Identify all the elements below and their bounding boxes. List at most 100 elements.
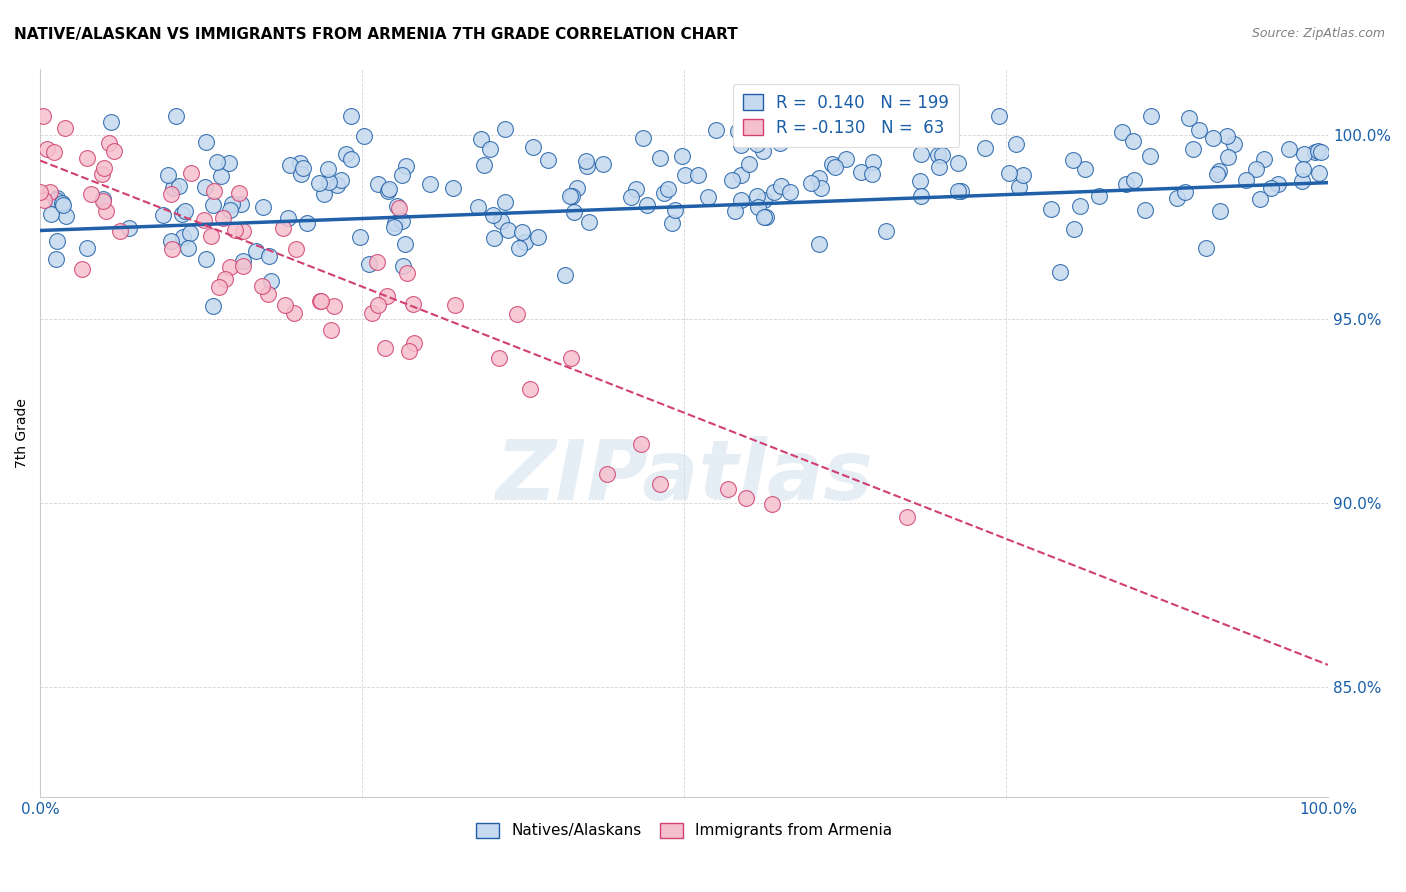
Point bbox=[214, 272, 236, 286]
Point bbox=[721, 173, 744, 187]
Point bbox=[1012, 169, 1035, 183]
Point bbox=[172, 207, 194, 221]
Point bbox=[156, 168, 179, 182]
Point bbox=[232, 224, 254, 238]
Point bbox=[349, 230, 371, 244]
Text: NATIVE/ALASKAN VS IMMIGRANTS FROM ARMENIA 7TH GRADE CORRELATION CHART: NATIVE/ALASKAN VS IMMIGRANTS FROM ARMENI… bbox=[14, 27, 738, 42]
Point bbox=[45, 252, 67, 266]
Point bbox=[973, 141, 995, 155]
Point bbox=[221, 196, 243, 211]
Point bbox=[824, 160, 846, 174]
Point bbox=[578, 215, 600, 229]
Point bbox=[90, 167, 112, 181]
Point bbox=[34, 193, 56, 207]
Point bbox=[910, 189, 932, 203]
Point bbox=[46, 191, 69, 205]
Point bbox=[93, 161, 115, 175]
Point bbox=[673, 168, 696, 182]
Point bbox=[378, 182, 401, 196]
Point bbox=[575, 153, 598, 168]
Point bbox=[1253, 152, 1275, 166]
Point bbox=[513, 235, 536, 250]
Point bbox=[1111, 125, 1133, 139]
Point bbox=[392, 259, 415, 273]
Point bbox=[762, 186, 785, 200]
Point bbox=[1049, 265, 1071, 279]
Point bbox=[1223, 136, 1246, 151]
Point bbox=[98, 136, 121, 151]
Point bbox=[162, 243, 184, 257]
Point bbox=[419, 177, 441, 191]
Point bbox=[1182, 142, 1205, 156]
Point bbox=[309, 293, 332, 308]
Point bbox=[340, 109, 363, 123]
Point bbox=[1133, 202, 1156, 217]
Point bbox=[1216, 128, 1239, 143]
Point bbox=[283, 306, 305, 320]
Point bbox=[821, 157, 844, 171]
Point bbox=[522, 140, 544, 154]
Point bbox=[652, 186, 675, 200]
Point bbox=[110, 224, 132, 238]
Point bbox=[1187, 123, 1209, 137]
Point bbox=[1005, 136, 1028, 151]
Point bbox=[1291, 174, 1313, 188]
Point bbox=[745, 137, 768, 152]
Point bbox=[755, 210, 778, 224]
Point bbox=[510, 225, 533, 239]
Point bbox=[1069, 199, 1091, 213]
Point bbox=[804, 109, 827, 123]
Point bbox=[519, 383, 541, 397]
Point bbox=[1306, 145, 1329, 159]
Point bbox=[1139, 149, 1161, 163]
Point bbox=[391, 169, 413, 183]
Point bbox=[946, 184, 969, 198]
Point bbox=[489, 214, 512, 228]
Point bbox=[730, 137, 752, 152]
Point bbox=[152, 208, 174, 222]
Point bbox=[747, 188, 769, 202]
Point bbox=[195, 252, 218, 266]
Point bbox=[295, 217, 318, 231]
Point bbox=[311, 293, 333, 308]
Point bbox=[769, 136, 792, 151]
Point bbox=[274, 298, 297, 312]
Point bbox=[596, 467, 619, 482]
Point bbox=[382, 220, 405, 235]
Point bbox=[1178, 112, 1201, 126]
Point bbox=[910, 146, 932, 161]
Point bbox=[288, 156, 311, 170]
Point bbox=[53, 121, 76, 136]
Point bbox=[52, 198, 75, 212]
Point bbox=[1244, 161, 1267, 176]
Point bbox=[1292, 161, 1315, 176]
Point bbox=[496, 223, 519, 237]
Point bbox=[160, 234, 183, 248]
Point bbox=[271, 221, 294, 235]
Point bbox=[398, 343, 420, 358]
Point bbox=[1122, 134, 1144, 148]
Point bbox=[384, 216, 406, 230]
Point bbox=[779, 185, 801, 199]
Point bbox=[494, 122, 516, 136]
Point bbox=[91, 192, 114, 206]
Point bbox=[291, 161, 314, 176]
Point bbox=[1310, 145, 1333, 159]
Point bbox=[1208, 163, 1230, 178]
Point bbox=[395, 159, 418, 173]
Point bbox=[810, 181, 832, 195]
Point bbox=[1008, 179, 1031, 194]
Point bbox=[1249, 192, 1271, 206]
Point bbox=[388, 201, 411, 215]
Point bbox=[39, 185, 62, 199]
Legend: Natives/Alaskans, Immigrants from Armenia: Natives/Alaskans, Immigrants from Armeni… bbox=[470, 817, 898, 845]
Point bbox=[862, 155, 884, 169]
Point bbox=[484, 231, 506, 245]
Point bbox=[290, 167, 312, 181]
Point bbox=[565, 181, 588, 195]
Point bbox=[1062, 153, 1084, 168]
Point bbox=[636, 198, 658, 212]
Point bbox=[735, 491, 758, 506]
Point bbox=[1303, 145, 1326, 160]
Point bbox=[441, 180, 464, 194]
